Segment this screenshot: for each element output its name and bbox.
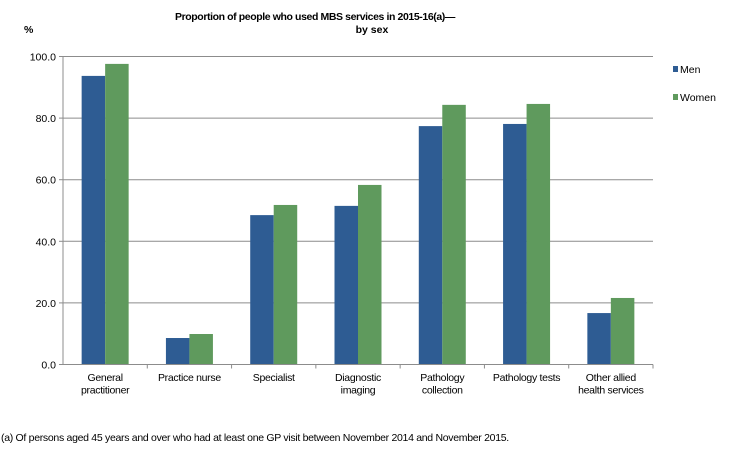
x-tick-label: Pathology tests (493, 372, 560, 384)
x-tick-label: Practice nurse (158, 372, 221, 384)
bar-men (250, 215, 274, 365)
x-tick-label: Other allied (586, 372, 637, 384)
y-tick-label: 20.0 (36, 298, 57, 310)
y-tick-label: 0.0 (41, 360, 56, 372)
y-tick-label: 40.0 (36, 236, 57, 248)
y-tick-label: 80.0 (36, 113, 57, 125)
bar-women (189, 334, 213, 365)
chart-subtitle: by sex (356, 24, 389, 36)
bar-men (587, 313, 611, 365)
x-tick-label: Specialist (253, 372, 295, 384)
x-tick-label: collection (422, 385, 463, 397)
y-tick-label: 100.0 (30, 52, 56, 64)
legend-label-women: Women (680, 92, 716, 104)
bar-women (105, 63, 129, 365)
legend-label-men: Men (680, 64, 701, 76)
bar-men (81, 75, 106, 365)
bar-women (442, 104, 466, 365)
bar-women (358, 184, 382, 365)
bar-men (418, 126, 443, 365)
bar-men (165, 338, 190, 365)
x-tick-label: practitioner (81, 385, 130, 397)
x-tick-label: Pathology (420, 372, 465, 384)
bar-chart: Proportion of people who used MBS servic… (24, 11, 716, 397)
y-tick-label: 60.0 (36, 175, 57, 187)
x-tick-label: Diagnostic (335, 372, 381, 384)
legend-swatch-men (673, 66, 678, 72)
bar-men (503, 123, 527, 365)
footnote: (a) Of persons aged 45 years and over wh… (1, 432, 509, 444)
chart-title: Proportion of people who used MBS servic… (175, 11, 456, 23)
y-axis-label: % (24, 24, 34, 36)
x-tick-label: health services (578, 385, 644, 397)
x-tick-label: imaging (341, 385, 376, 397)
legend-swatch-women (673, 94, 678, 100)
bar-men (334, 205, 358, 365)
bar-women (526, 103, 551, 365)
x-tick-label: General (88, 372, 123, 384)
bar-women (610, 297, 635, 365)
bar-women (273, 204, 298, 365)
